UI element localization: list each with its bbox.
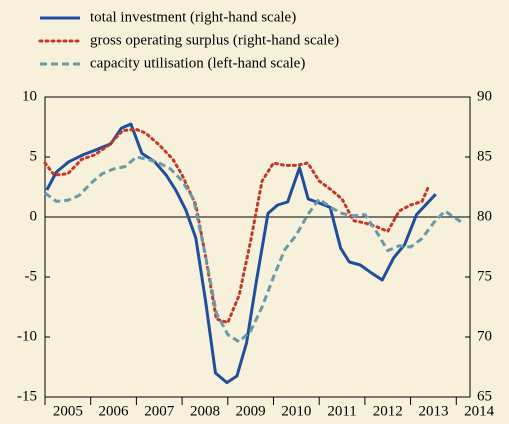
x-tick-label: 2011: [327, 403, 356, 419]
y2-tick-label: 65: [477, 388, 492, 404]
series-line: [45, 122, 437, 385]
y-tick-label: 5: [30, 148, 38, 164]
legend-label: total investment (right-hand scale): [90, 9, 296, 25]
x-tick-label: 2010: [281, 403, 311, 419]
x-tick-label: 2012: [373, 403, 403, 419]
y2-tick-label: 90: [477, 88, 492, 104]
series-line: [44, 155, 462, 344]
y-tick-label: 0: [30, 208, 38, 224]
x-tick-label: 2013: [418, 403, 448, 419]
x-tick-label: 2006: [99, 403, 130, 419]
x-tick-label: 2014: [464, 403, 495, 419]
y-tick-label: 10: [22, 88, 37, 104]
plot-frame: [44, 96, 471, 398]
y2-tick-label: 75: [477, 268, 492, 284]
y-tick-label: -5: [25, 268, 38, 284]
y2-tick-label: 70: [477, 328, 492, 344]
y-tick-label: -15: [17, 388, 37, 404]
y2-tick-label: 85: [477, 148, 492, 164]
y-tick-label: -10: [17, 328, 37, 344]
x-tick-label: 2009: [236, 403, 266, 419]
x-tick-label: 2005: [53, 403, 83, 419]
x-tick-label: 2008: [190, 403, 220, 419]
legend-label: capacity utilisation (left-hand scale): [90, 55, 305, 71]
legend-label: gross operating surplus (right-hand scal…: [90, 32, 339, 48]
x-tick-label: 2007: [144, 403, 175, 419]
y2-tick-label: 80: [477, 208, 492, 224]
